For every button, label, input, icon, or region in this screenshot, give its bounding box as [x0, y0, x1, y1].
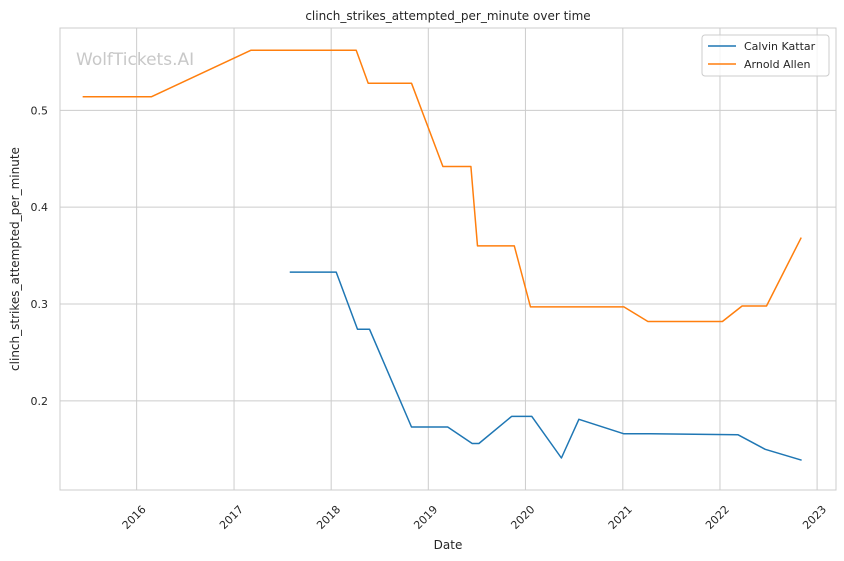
- chart-title: clinch_strikes_attempted_per_minute over…: [305, 9, 590, 23]
- y-tick-label: 0.4: [31, 201, 49, 214]
- y-tick-label: 0.3: [31, 298, 49, 311]
- y-axis-title: clinch_strikes_attempted_per_minute: [8, 147, 22, 371]
- series-line-arnold-allen: [82, 49, 802, 323]
- grid: [60, 28, 836, 490]
- plot-frame: [59, 27, 837, 491]
- legend-label-arnold-allen: Arnold Allen: [744, 58, 810, 71]
- watermark-text: WolfTickets.AI: [76, 50, 194, 70]
- x-axis-title: Date: [434, 538, 463, 552]
- series-line-calvin-kattar: [289, 271, 802, 461]
- series-lines: [82, 49, 802, 461]
- y-tick-label: 0.5: [31, 104, 49, 117]
- legend-label-calvin-kattar: Calvin Kattar: [744, 40, 816, 53]
- legend: Calvin Kattar Arnold Allen: [701, 34, 830, 77]
- y-tick-label: 0.2: [31, 395, 49, 408]
